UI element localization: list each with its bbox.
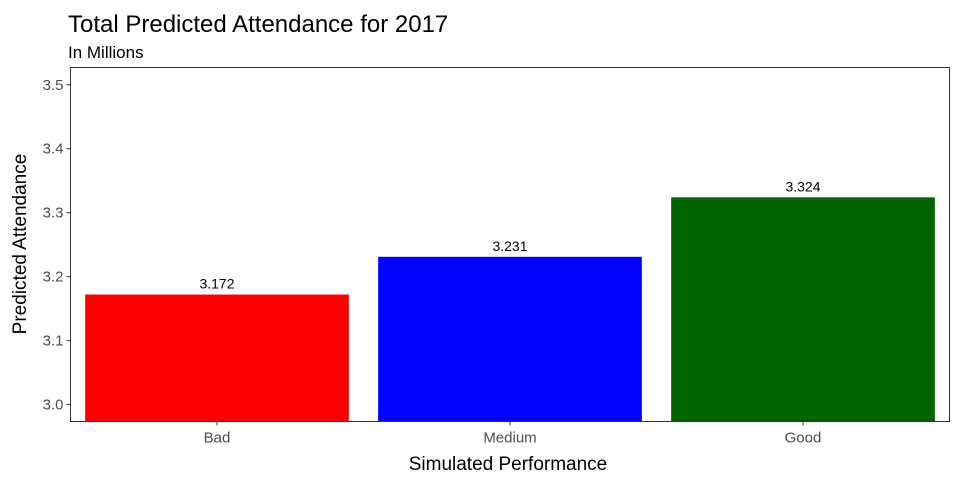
chart-title: Total Predicted Attendance for 2017: [68, 11, 448, 38]
y-tick-label: 3.5: [43, 77, 64, 94]
data-label: 3.324: [785, 178, 820, 194]
y-tick-label: 3.0: [43, 397, 64, 414]
y-tick-label: 3.2: [43, 269, 64, 286]
bar-good: [671, 197, 935, 422]
x-axis-title: Simulated Performance: [409, 454, 608, 475]
y-tick-label: 3.1: [43, 333, 64, 350]
data-label: 3.231: [492, 238, 527, 254]
bar-bad: [85, 294, 349, 422]
x-tick-label: Good: [785, 430, 822, 447]
y-tick-label: 3.3: [43, 205, 64, 222]
x-tick-label: Medium: [483, 430, 536, 447]
y-tick-label: 3.4: [43, 141, 64, 158]
data-label: 3.172: [199, 276, 234, 292]
y-axis: 3.0 3.1 3.2 3.3 3.4 3.5: [43, 77, 71, 414]
data-labels: 3.172 3.231 3.324: [199, 178, 820, 291]
x-axis: Bad Medium Good: [204, 421, 822, 447]
x-tick-label: Bad: [204, 430, 231, 447]
bar-medium: [378, 256, 642, 422]
chart-subtitle: In Millions: [68, 43, 144, 62]
panel-border: [70, 67, 950, 422]
bars: [85, 197, 935, 422]
y-axis-title: Predicted Attendance: [10, 154, 31, 335]
